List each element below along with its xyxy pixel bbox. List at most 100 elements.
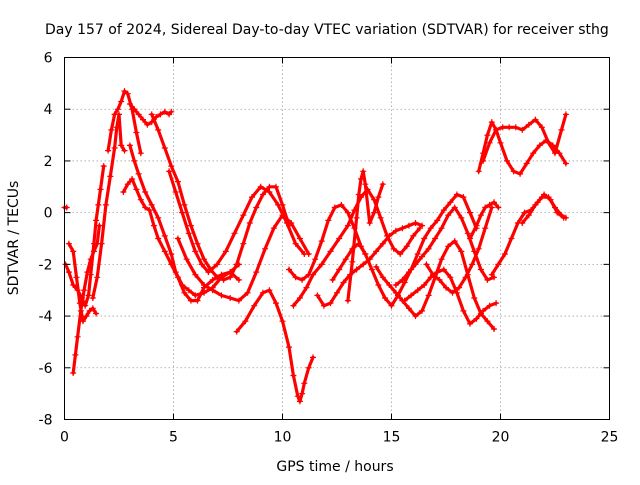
data-point-marker	[558, 212, 565, 219]
data-point-marker	[227, 274, 234, 281]
data-point-marker	[290, 302, 297, 309]
data-point-marker	[495, 204, 502, 211]
data-point-marker	[111, 111, 118, 118]
data-point-marker	[299, 390, 306, 397]
data-point-marker	[90, 240, 97, 247]
data-point-marker	[445, 212, 452, 219]
x-axis-label: GPS time / hours	[276, 459, 393, 475]
data-point-marker	[205, 269, 212, 276]
data-point-marker	[412, 313, 419, 320]
data-point-marker	[100, 163, 107, 170]
data-point-marker	[266, 287, 273, 294]
data-point-marker	[73, 274, 80, 281]
data-point-marker	[471, 295, 478, 301]
data-point-marker	[312, 256, 319, 263]
data-point-marker	[262, 245, 269, 252]
data-point-marker	[161, 145, 168, 151]
data-point-marker	[310, 354, 316, 361]
data-point-marker	[504, 157, 510, 164]
data-point-marker	[464, 230, 471, 237]
data-point-marker	[290, 372, 297, 379]
data-point-marker	[179, 282, 186, 288]
data-point-marker	[519, 126, 526, 133]
data-point-marker	[288, 220, 295, 226]
data-point-marker	[425, 292, 432, 299]
data-point-marker	[510, 168, 517, 175]
data-point-marker	[421, 235, 428, 242]
data-point-marker	[86, 307, 93, 314]
data-point-marker	[530, 150, 537, 157]
data-point-marker	[214, 261, 221, 268]
data-point-marker	[242, 318, 249, 325]
data-point-marker	[532, 201, 539, 208]
data-point-marker	[296, 235, 303, 242]
data-point-marker	[253, 269, 260, 276]
data-point-marker	[94, 274, 101, 281]
data-point-marker	[174, 235, 181, 242]
data-point-marker	[296, 295, 303, 301]
data-point-marker	[344, 297, 351, 304]
data-point-marker	[486, 302, 493, 309]
data-point-marker	[161, 232, 168, 239]
data-point-marker	[82, 302, 89, 309]
data-point-marker	[484, 132, 491, 139]
data-point-marker	[423, 261, 430, 268]
data-point-marker	[414, 287, 421, 294]
data-point-marker	[545, 139, 552, 146]
data-point-marker	[201, 256, 207, 263]
data-point-marker	[140, 116, 146, 123]
data-point-marker	[299, 276, 306, 283]
series-line-arc-12	[176, 213, 311, 303]
data-point-marker	[166, 168, 173, 175]
data-point-marker	[386, 282, 393, 288]
data-point-marker	[74, 333, 81, 340]
data-point-marker	[379, 274, 386, 281]
data-point-marker	[386, 232, 393, 239]
data-point-marker	[292, 240, 299, 247]
data-point-marker	[525, 212, 532, 219]
data-point-marker	[70, 282, 77, 288]
data-point-marker	[174, 178, 181, 185]
data-point-marker	[78, 295, 85, 301]
data-point-marker	[473, 315, 480, 322]
data-point-marker	[475, 168, 482, 175]
data-point-marker	[445, 243, 452, 250]
data-point-marker	[512, 124, 519, 131]
data-point-marker	[397, 251, 404, 257]
data-point-marker	[93, 217, 100, 224]
data-point-marker	[552, 150, 558, 157]
data-point-marker	[460, 307, 467, 314]
data-point-marker	[235, 276, 242, 283]
data-point-marker	[545, 194, 552, 201]
data-point-marker	[133, 129, 140, 136]
data-point-marker	[129, 176, 136, 182]
y-tick-label: 2	[44, 154, 53, 170]
data-point-marker	[401, 297, 408, 304]
data-point-marker	[318, 238, 325, 245]
data-point-marker	[405, 222, 412, 229]
x-tick-label: 10	[274, 430, 292, 446]
series-line-arc-11	[167, 169, 306, 274]
data-point-marker	[142, 204, 149, 211]
data-point-marker	[493, 300, 500, 307]
data-point-marker	[155, 235, 162, 242]
data-point-marker	[259, 191, 266, 198]
data-point-marker	[181, 289, 188, 296]
data-point-marker	[181, 201, 188, 208]
data-point-marker	[118, 142, 125, 149]
data-point-marker	[340, 279, 347, 286]
series-line-arc-3	[71, 224, 101, 375]
data-point-marker	[447, 199, 454, 206]
data-point-marker	[137, 150, 144, 157]
data-point-marker	[240, 212, 247, 219]
data-point-marker	[220, 276, 227, 283]
data-point-marker	[436, 276, 443, 283]
data-point-marker	[453, 191, 460, 198]
data-point-marker	[443, 284, 449, 291]
data-point-marker	[488, 119, 495, 126]
data-point-marker	[462, 274, 469, 281]
data-point-marker	[482, 204, 489, 211]
data-point-marker	[495, 261, 502, 268]
data-point-marker	[246, 220, 253, 226]
